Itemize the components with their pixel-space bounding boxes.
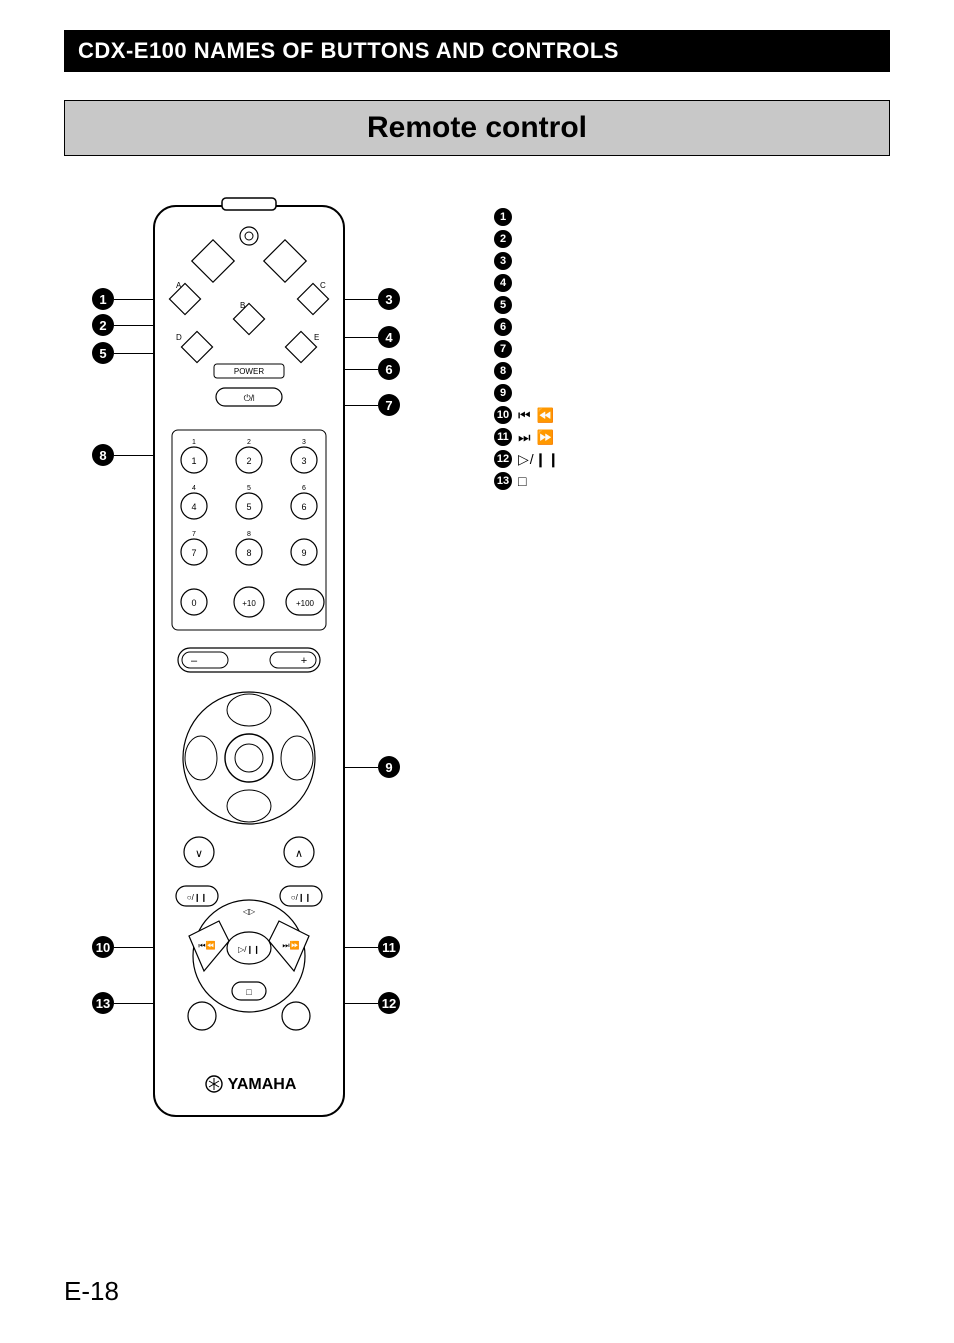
transport-stop: □ <box>246 987 252 997</box>
transport-left: ⏮⏪ <box>198 940 215 950</box>
svg-text:5: 5 <box>246 502 251 512</box>
svg-text:+100: +100 <box>296 599 315 608</box>
standby-glyph: ⏻/❘ <box>244 393 255 403</box>
callout-bubble: 9 <box>378 756 400 778</box>
legend-item: 6 <box>494 316 560 338</box>
legend-num: 4 <box>494 274 512 292</box>
legend-num: 8 <box>494 362 512 380</box>
transport-right: ⏭⏩ <box>282 940 299 950</box>
legend-item: 11 ⏭ ⏩ <box>494 426 560 448</box>
callout-bubble: 11 <box>378 936 400 958</box>
svg-text:8: 8 <box>247 531 251 538</box>
svg-text:1: 1 <box>192 439 196 446</box>
callout-bubble: 8 <box>92 444 114 466</box>
callout-bubble: 10 <box>92 936 114 958</box>
transport-top: ◁▷ <box>243 907 256 916</box>
legend-sym: ⏮ ⏪ <box>518 407 555 424</box>
legend-item: 3 <box>494 250 560 272</box>
svg-text:3: 3 <box>302 439 306 446</box>
legend-item: 7 <box>494 338 560 360</box>
vol-minus: – <box>191 655 198 667</box>
svg-text:9: 9 <box>301 548 306 558</box>
page-number-text: E-18 <box>64 1276 119 1306</box>
callout-bubble: 6 <box>378 358 400 380</box>
svg-text:2: 2 <box>246 456 251 466</box>
legend-item: 9 <box>494 382 560 404</box>
content-area: 1 2 5 8 10 13 3 4 <box>64 196 890 1216</box>
svg-text:6: 6 <box>302 485 306 492</box>
lbl-d: D <box>176 333 182 342</box>
lbl-c: C <box>320 281 326 290</box>
svg-text:4: 4 <box>191 502 196 512</box>
legend-num: 11 <box>494 428 512 446</box>
svg-text:○/❙❙: ○/❙❙ <box>291 893 311 902</box>
lbl-b: B <box>240 301 245 310</box>
legend-item: 4 <box>494 272 560 294</box>
legend-sym: ⏭ ⏩ <box>518 429 555 446</box>
legend-sym: □ <box>518 473 527 489</box>
callout-bubble: 1 <box>92 288 114 310</box>
svg-text:6: 6 <box>301 502 306 512</box>
legend-num: 3 <box>494 252 512 270</box>
legend-num: 12 <box>494 450 512 468</box>
legend-sym: ▷/❙❙ <box>518 451 560 468</box>
legend-list: 1 2 3 4 5 6 7 8 9 10 ⏮ ⏪ 11 ⏭ ⏩ 12 ▷/❙❙ 13 □ <box>494 206 560 492</box>
remote-diagram: A B C D E POWER ⏻/❘ 1 2 3 <box>144 196 354 1141</box>
legend-num: 7 <box>494 340 512 358</box>
svg-text:2: 2 <box>247 439 251 446</box>
svg-text:5: 5 <box>247 485 251 492</box>
callout-bubble: 5 <box>92 342 114 364</box>
remote-svg: A B C D E POWER ⏻/❘ 1 2 3 <box>144 196 354 1136</box>
legend-num: 5 <box>494 296 512 314</box>
subsection-header-text: Remote control <box>367 111 587 144</box>
section-header: CDX-E100 NAMES OF BUTTONS AND CONTROLS <box>64 30 890 72</box>
legend-num: 13 <box>494 472 512 490</box>
legend-num: 9 <box>494 384 512 402</box>
svg-text:4: 4 <box>192 485 196 492</box>
legend-num: 2 <box>494 230 512 248</box>
svg-text:8: 8 <box>246 548 251 558</box>
svg-text:7: 7 <box>191 548 196 558</box>
svg-text:+10: +10 <box>242 599 256 608</box>
svg-text:7: 7 <box>192 531 196 538</box>
legend-num: 1 <box>494 208 512 226</box>
preset-up: ∧ <box>295 848 303 860</box>
transport-center: ▷/❙❙ <box>238 945 260 954</box>
legend-item: 13 □ <box>494 470 560 492</box>
legend-item: 12 ▷/❙❙ <box>494 448 560 470</box>
subsection-header: Remote control <box>64 100 890 156</box>
svg-text:1: 1 <box>191 456 196 466</box>
power-label: POWER <box>234 367 264 376</box>
legend-item: 2 <box>494 228 560 250</box>
lbl-a: A <box>176 281 182 290</box>
callout-bubble: 3 <box>378 288 400 310</box>
callout-bubble: 2 <box>92 314 114 336</box>
preset-down: ∨ <box>195 848 203 860</box>
legend-item: 10 ⏮ ⏪ <box>494 404 560 426</box>
svg-text:0: 0 <box>191 598 196 608</box>
callout-bubble: 7 <box>378 394 400 416</box>
vol-plus: + <box>301 655 307 667</box>
legend-num: 10 <box>494 406 512 424</box>
callout-bubble: 13 <box>92 992 114 1014</box>
section-header-text: CDX-E100 NAMES OF BUTTONS AND CONTROLS <box>78 38 619 63</box>
svg-text:○/❙❙: ○/❙❙ <box>187 893 207 902</box>
svg-text:3: 3 <box>301 456 306 466</box>
lbl-e: E <box>314 333 319 342</box>
legend-item: 8 <box>494 360 560 382</box>
brand-label: YAMAHA <box>228 1076 297 1093</box>
legend-item: 5 <box>494 294 560 316</box>
callout-bubble: 4 <box>378 326 400 348</box>
callout-bubble: 12 <box>378 992 400 1014</box>
page-number: E-18 <box>64 1276 119 1307</box>
legend-num: 6 <box>494 318 512 336</box>
manual-page: CDX-E100 NAMES OF BUTTONS AND CONTROLS R… <box>0 0 954 1343</box>
legend-item: 1 <box>494 206 560 228</box>
